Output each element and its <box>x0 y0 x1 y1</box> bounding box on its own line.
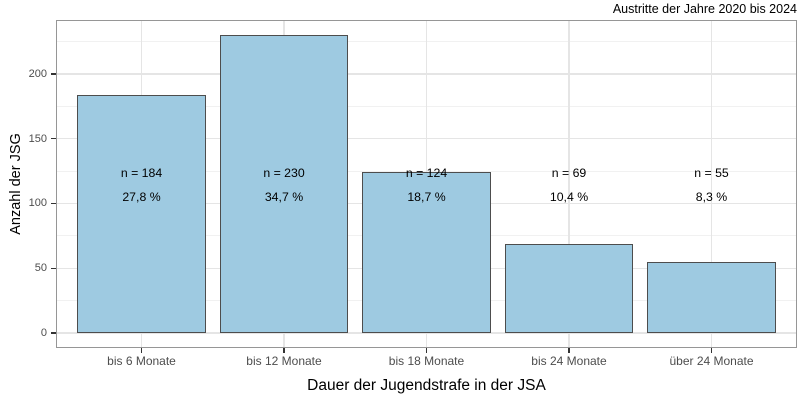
y-tick-label: 50 <box>34 262 47 275</box>
bar-count-label: n = 124 <box>405 166 448 180</box>
bar-count-label: n = 184 <box>120 166 163 180</box>
y-axis-tick <box>51 267 56 270</box>
bar-percent-label: 34,7 % <box>264 190 304 204</box>
x-tick-label: bis 12 Monate <box>246 354 322 368</box>
y-tick-label: 100 <box>28 197 47 210</box>
bar-label: n = 184 27,8 % <box>121 161 162 209</box>
bar-percent-label: 10,4 % <box>549 190 589 204</box>
bar <box>504 243 634 334</box>
y-axis-title: Anzahl der JSG <box>8 133 24 235</box>
bar-label: n = 124 18,7 % <box>406 161 447 209</box>
x-axis-tick <box>710 348 713 353</box>
bar-percent-label: 27,8 % <box>122 190 161 204</box>
gridline-major-vertical <box>710 20 713 348</box>
x-axis-tick <box>425 348 428 353</box>
y-axis-tick <box>51 332 56 334</box>
x-tick-label: bis 6 Monate <box>107 354 176 368</box>
x-axis-title: Dauer der Jugendstrafe in der JSA <box>307 377 546 394</box>
x-tick-label: bis 18 Monate <box>388 354 465 368</box>
y-tick-label: 150 <box>28 132 47 145</box>
plot-panel: n = 184 27,8 % n = 230 34,7 % n = 124 18,7 % n… <box>56 20 797 348</box>
bar-count-label: n = 69 <box>551 166 587 180</box>
bar-label: n = 230 34,7 % <box>263 161 304 209</box>
x-tick-label: bis 24 Monate <box>531 354 607 368</box>
chart-title: Austritte der Jahre 2020 bis 2024 <box>612 2 797 16</box>
bar <box>219 34 349 334</box>
bar-count-label: n = 230 <box>263 166 305 180</box>
y-tick-label: 200 <box>28 67 47 80</box>
bar-percent-label: 8,3 % <box>695 190 728 204</box>
bar <box>647 261 776 334</box>
x-axis-tick <box>283 348 285 353</box>
bar-percent-label: 18,7 % <box>407 190 446 204</box>
y-axis-tick <box>51 202 56 205</box>
bar-count-label: n = 55 <box>694 166 729 180</box>
x-axis-tick <box>140 348 143 353</box>
y-axis-tick <box>51 137 56 140</box>
bar <box>362 172 491 334</box>
y-tick-label: 0 <box>40 327 47 340</box>
y-axis-tick <box>51 73 56 75</box>
bar <box>77 94 206 334</box>
bar-label: n = 69 10,4 % <box>550 161 588 209</box>
x-axis-tick <box>568 348 570 353</box>
bar-label: n = 55 8,3 % <box>694 161 729 209</box>
gridline-major-vertical <box>568 20 570 348</box>
x-tick-label: über 24 Monate <box>669 354 754 368</box>
